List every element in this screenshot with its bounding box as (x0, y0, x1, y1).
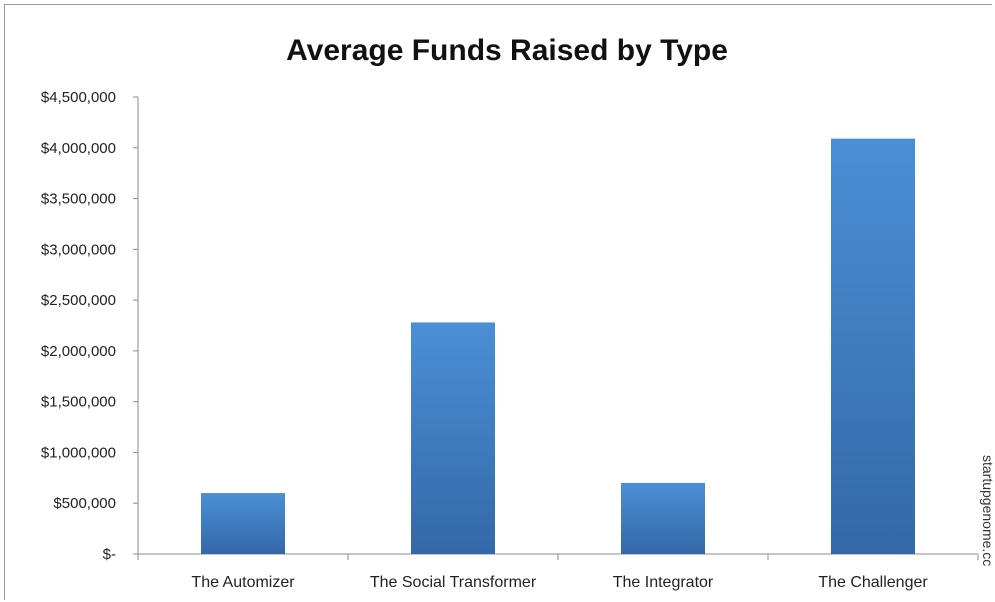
y-tick-label: $3,000,000 (41, 241, 116, 258)
source-watermark: startupgenome.cc (980, 455, 995, 566)
bar (201, 493, 285, 554)
y-axis: $- $500,000 $1,000,000 $1,500,000 $2,000,000… (41, 89, 139, 563)
bar (621, 482, 705, 554)
x-tick-label: The Social Transformer (370, 574, 537, 591)
x-axis: The Automizer The Social Transformer The I… (137, 553, 979, 591)
y-tick-label: $3,500,000 (41, 191, 116, 208)
chart-frame (4, 4, 992, 600)
y-tick-label: $- (103, 546, 116, 563)
bar (831, 138, 915, 555)
y-tick-label: $4,000,000 (41, 140, 116, 157)
y-tick-label: $1,500,000 (41, 394, 116, 411)
chart-title: Average Funds Raised by Type (286, 34, 728, 67)
x-tick-label: The Integrator (613, 574, 714, 591)
y-tick-label: $1,000,000 (41, 444, 116, 461)
y-tick-label: $500,000 (53, 495, 116, 512)
bar (411, 322, 495, 554)
y-tick-label: $4,500,000 (41, 89, 116, 106)
y-tick-label: $2,500,000 (41, 292, 116, 309)
x-tick-label: The Challenger (818, 574, 928, 591)
y-tick-label: $2,000,000 (41, 343, 116, 360)
x-tick-label: The Automizer (191, 574, 295, 591)
bars (201, 138, 915, 555)
